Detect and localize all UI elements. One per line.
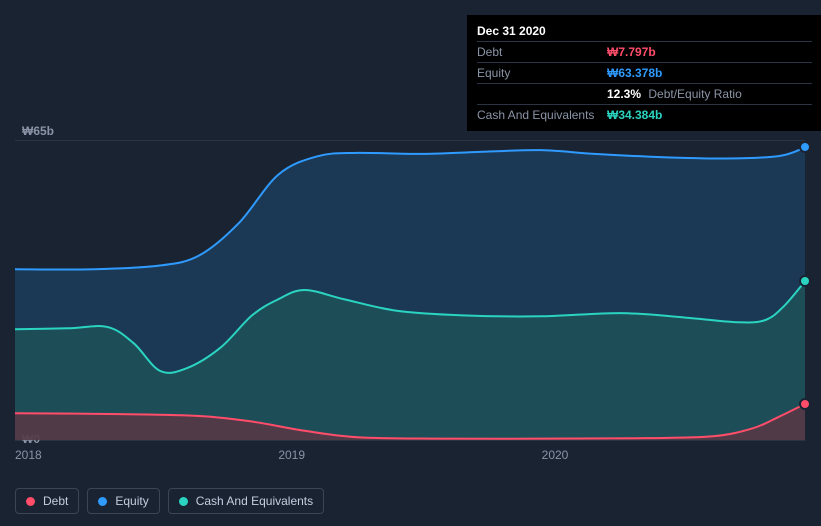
x-axis-label: 2020: [542, 448, 569, 462]
chart-legend: Debt Equity Cash And Equivalents: [15, 488, 324, 514]
tooltip-row-suffix: Debt/Equity Ratio: [645, 87, 742, 101]
tooltip-row: Debt₩7.797b: [477, 42, 812, 63]
end-marker-cash: [799, 275, 811, 287]
tooltip-date: Dec 31 2020: [477, 21, 812, 42]
tooltip-row-value: 12.3% Debt/Equity Ratio: [607, 87, 742, 101]
legend-item-equity[interactable]: Equity: [87, 488, 159, 514]
legend-dot: [98, 497, 107, 506]
tooltip-row-value: ₩63.378b: [607, 66, 662, 80]
tooltip-row: Cash And Equivalents₩34.384b: [477, 105, 812, 125]
end-marker-debt: [799, 398, 811, 410]
x-axis-label: 2018: [15, 448, 42, 462]
tooltip-row-value: ₩34.384b: [607, 108, 662, 122]
y-axis-label: ₩65b: [22, 124, 54, 138]
legend-label: Equity: [115, 494, 148, 508]
legend-item-cash-and-equivalents[interactable]: Cash And Equivalents: [168, 488, 324, 514]
end-marker-equity: [799, 141, 811, 153]
legend-dot: [179, 497, 188, 506]
x-axis-label: 2019: [278, 448, 305, 462]
tooltip-row: Equity₩63.378b: [477, 63, 812, 84]
tooltip-row-label: Equity: [477, 66, 607, 80]
tooltip-row-label: Cash And Equivalents: [477, 108, 607, 122]
legend-dot: [26, 497, 35, 506]
gridline: [15, 440, 805, 441]
plot-area: [15, 140, 805, 440]
tooltip-row-label: Debt: [477, 45, 607, 59]
tooltip-row-value: ₩7.797b: [607, 45, 656, 59]
tooltip-row: 12.3% Debt/Equity Ratio: [477, 84, 812, 105]
chart-tooltip: Dec 31 2020 Debt₩7.797bEquity₩63.378b12.…: [467, 15, 821, 131]
legend-item-debt[interactable]: Debt: [15, 488, 79, 514]
legend-label: Cash And Equivalents: [196, 494, 313, 508]
financials-area-chart: Dec 31 2020 Debt₩7.797bEquity₩63.378b12.…: [0, 0, 821, 526]
legend-label: Debt: [43, 494, 68, 508]
tooltip-row-label: [477, 87, 607, 101]
